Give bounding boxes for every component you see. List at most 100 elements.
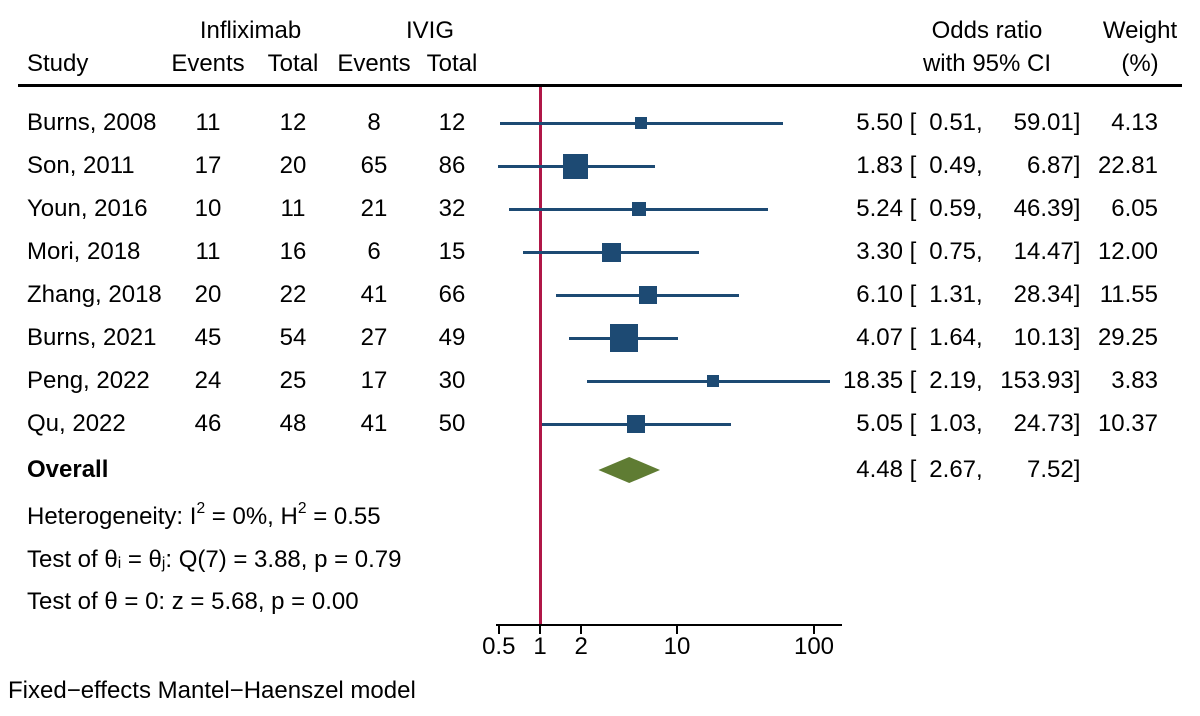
or-lower-ci: 0.75 [929,238,977,265]
or-close-bracket: ] [1073,238,1081,265]
stat-text: = 0.55 [306,503,381,530]
x-axis-tick [580,626,583,634]
infliximab-events-cell: 46 [194,410,222,437]
header-infliximab-total: Total [267,50,319,77]
x-axis-tick [813,626,815,634]
or-lower-ci: 1.64 [929,324,977,351]
or-open-bracket: [ [903,195,924,222]
odds-ratio-text: 6.10 [ 1.31, 28.34] [843,277,1080,313]
or-open-bracket: [ [903,367,924,394]
or-estimate: 3.30 [856,238,903,265]
or-open-bracket: [ [903,410,924,437]
overall-odds-ratio-text: 4.48 [ 2.67, 7.52] [843,452,1080,488]
odds-ratio-text: 18.35 [ 2.19, 153.93] [843,363,1080,399]
or-comma: , [976,152,983,179]
study-label: Zhang, 2018 [27,281,162,308]
study-label: Burns, 2008 [27,109,157,136]
header-infliximab-events: Events [171,50,245,77]
ivig-events-cell: 6 [367,238,381,265]
header-group-infliximab: Infliximab [199,17,302,44]
or-estimate: 5.05 [856,410,903,437]
infliximab-total-cell: 11 [280,195,306,222]
infliximab-total-cell: 16 [279,238,307,265]
or-upper-ci: 14.47 [1013,238,1074,265]
stat-line-3: Test of θ = 0: z = 5.68, p = 0.00 [27,584,359,620]
ivig-events-cell: 21 [360,195,388,222]
ivig-total-cell: 50 [438,410,466,437]
ivig-total-cell: 86 [438,152,466,179]
header-ivig-total: Total [426,50,478,77]
study-label: Peng, 2022 [27,367,150,394]
or-estimate: 5.50 [856,109,903,136]
or-open-bracket: [ [903,281,924,308]
x-axis-line [496,624,842,626]
header-odds-ratio-line2: with 95% CI [922,50,1052,77]
or-lower-ci: 0.49 [929,152,977,179]
effect-square [609,324,638,352]
stat-text: : Q(7) = 3.88, p = 0.79 [165,546,402,573]
x-axis-tick [497,626,500,634]
overall-label: Overall [27,456,109,483]
weight-cell: 3.83 [1111,367,1158,394]
ivig-events-cell: 27 [360,324,388,351]
ivig-total-cell: 49 [438,324,466,351]
or-upper-ci: 59.01 [1013,109,1074,136]
or-upper-ci: 24.73 [1013,410,1074,437]
infliximab-total-cell: 25 [279,367,307,394]
or-comma: , [976,238,983,265]
weight-cell: 12.00 [1097,238,1158,265]
or-upper-ci: 10.13 [1013,324,1074,351]
infliximab-events-cell: 11 [195,109,221,136]
or-lower-ci: 0.59 [929,195,977,222]
stat-superscript: 2 [297,500,307,518]
header-study: Study [27,50,89,77]
stat-subscript: i [117,555,122,573]
odds-ratio-text: 5.05 [ 1.03, 24.73] [843,406,1080,442]
or-close-bracket: ] [1073,324,1081,351]
stat-text: Test of θ [27,546,118,573]
weight-cell: 29.25 [1097,324,1158,351]
x-axis-tick-label: 0.5 [482,633,516,660]
stat-text: Heterogeneity: I [27,503,197,530]
or-lower-ci: 1.03 [929,410,977,437]
or-close-bracket: ] [1073,152,1081,179]
overall-diamond [598,457,661,483]
weight-cell: 11.55 [1099,281,1158,308]
or-upper-ci: 28.34 [1013,281,1074,308]
model-footnote: Fixed−effects Mantel−Haenszel model [8,677,416,704]
or-upper-ci: 153.93 [1000,367,1074,394]
or-open-bracket: [ [903,456,924,483]
stat-text: = θ [121,546,162,573]
or-estimate: 4.48 [856,456,903,483]
infliximab-total-cell: 12 [279,109,307,136]
or-close-bracket: ] [1073,410,1081,437]
or-comma: , [976,367,983,394]
or-comma: , [976,109,983,136]
or-lower-ci: 2.19 [929,367,977,394]
ivig-total-cell: 32 [438,195,466,222]
ivig-events-cell: 41 [360,410,388,437]
infliximab-total-cell: 20 [279,152,307,179]
effect-square [601,242,621,262]
weight-cell: 6.05 [1111,195,1158,222]
effect-square [707,375,720,387]
or-lower-ci: 0.51 [929,109,977,136]
x-axis-tick [676,626,678,634]
x-axis-tick-label: 100 [793,633,835,660]
or-open-bracket: [ [903,109,924,136]
infliximab-events-cell: 45 [194,324,222,351]
effect-square [563,153,589,179]
infliximab-total-cell: 54 [279,324,307,351]
header-odds-ratio-line1: Odds ratio [931,17,1043,44]
or-close-bracket: ] [1073,195,1081,222]
effect-square [631,202,646,216]
stat-text: = 0%, H [205,503,298,530]
or-upper-ci: 46.39 [1013,195,1074,222]
or-open-bracket: [ [903,152,924,179]
odds-ratio-text: 3.30 [ 0.75, 14.47] [843,234,1080,270]
weight-cell: 10.37 [1097,410,1158,437]
ivig-total-cell: 15 [438,238,466,265]
header-ivig-events: Events [337,50,411,77]
